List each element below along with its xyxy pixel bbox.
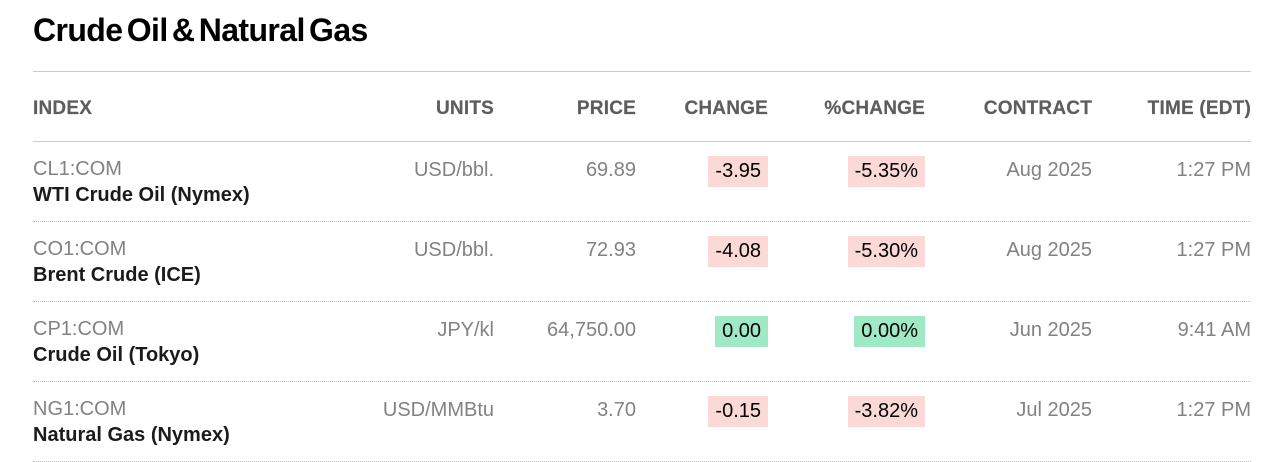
contract-cell: Aug 2025	[1006, 158, 1092, 181]
ticker-link[interactable]: CO1:COM	[33, 237, 127, 260]
time-cell: 1:27 PM	[1176, 398, 1251, 421]
pct-change-badge: -3.82%	[847, 395, 925, 427]
change-cell: -0.15	[636, 395, 768, 427]
table-row[interactable]: CP1:COM Crude Oil (Tokyo) JPY/kl 64,750.…	[33, 302, 1251, 382]
column-header-contract: CONTRACT	[983, 97, 1092, 119]
ticker-link[interactable]: NG1:COM	[33, 397, 127, 420]
pct-change-badge: -5.30%	[847, 235, 925, 267]
table-header-row: INDEX UNITS PRICE CHANGE %CHANGE CONTRAC…	[33, 72, 1251, 142]
title-divider	[33, 70, 1251, 72]
pct-change-cell: -5.35%	[768, 155, 925, 187]
security-name: WTI Crude Oil (Nymex)	[33, 183, 250, 206]
change-badge: -4.08	[708, 235, 768, 267]
change-cell: -3.95	[636, 155, 768, 187]
time-cell: 1:27 PM	[1176, 238, 1251, 261]
column-header-change: CHANGE	[684, 97, 768, 119]
time-cell: 9:41 AM	[1177, 318, 1251, 341]
time-cell: 1:27 PM	[1176, 158, 1251, 181]
change-badge: 0.00	[715, 315, 768, 347]
price-cell: 64,750.00	[547, 318, 636, 341]
column-header-units: UNITS	[436, 97, 494, 119]
pct-change-badge: 0.00%	[854, 315, 925, 347]
change-cell: -4.08	[636, 235, 768, 267]
change-badge: -3.95	[708, 155, 768, 187]
units-cell: JPY/kl	[437, 318, 494, 341]
column-header-time: TIME (EDT)	[1147, 97, 1251, 119]
pct-change-cell: 0.00%	[768, 315, 925, 347]
security-name: Brent Crude (ICE)	[33, 263, 201, 286]
index-cell: CP1:COM Crude Oil (Tokyo)	[33, 316, 334, 368]
security-name: Crude Oil (Tokyo)	[33, 343, 200, 366]
page-title: Crude Oil & Natural Gas	[33, 12, 368, 48]
contract-cell: Jun 2025	[1009, 318, 1092, 341]
security-name: Natural Gas (Nymex)	[33, 423, 230, 446]
change-cell: 0.00	[636, 315, 768, 347]
table-row[interactable]: CO1:COM Brent Crude (ICE) USD/bbl. 72.93…	[33, 222, 1251, 302]
table-row[interactable]: CL1:COM WTI Crude Oil (Nymex) USD/bbl. 6…	[33, 142, 1251, 222]
price-cell: 69.89	[585, 158, 636, 181]
ticker-link[interactable]: CL1:COM	[33, 157, 122, 180]
index-cell: CO1:COM Brent Crude (ICE)	[33, 236, 334, 288]
index-cell: NG1:COM Natural Gas (Nymex)	[33, 396, 334, 448]
units-cell: USD/bbl.	[413, 238, 494, 261]
column-header-price: PRICE	[576, 97, 636, 119]
index-cell: CL1:COM WTI Crude Oil (Nymex)	[33, 156, 334, 208]
price-cell: 72.93	[585, 238, 636, 261]
price-cell: 3.70	[597, 398, 636, 421]
contract-cell: Jul 2025	[1016, 398, 1092, 421]
column-header-index: INDEX	[33, 97, 93, 119]
units-cell: USD/bbl.	[413, 158, 494, 181]
pct-change-cell: -3.82%	[768, 395, 925, 427]
units-cell: USD/MMBtu	[382, 398, 494, 421]
contract-cell: Aug 2025	[1006, 238, 1092, 261]
futures-table: INDEX UNITS PRICE CHANGE %CHANGE CONTRAC…	[33, 72, 1251, 462]
table-body: CL1:COM WTI Crude Oil (Nymex) USD/bbl. 6…	[33, 142, 1251, 462]
column-header-pct-change: %CHANGE	[824, 97, 925, 119]
ticker-link[interactable]: CP1:COM	[33, 317, 125, 340]
table-row[interactable]: NG1:COM Natural Gas (Nymex) USD/MMBtu 3.…	[33, 382, 1251, 462]
pct-change-cell: -5.30%	[768, 235, 925, 267]
pct-change-badge: -5.35%	[847, 155, 925, 187]
change-badge: -0.15	[708, 395, 768, 427]
